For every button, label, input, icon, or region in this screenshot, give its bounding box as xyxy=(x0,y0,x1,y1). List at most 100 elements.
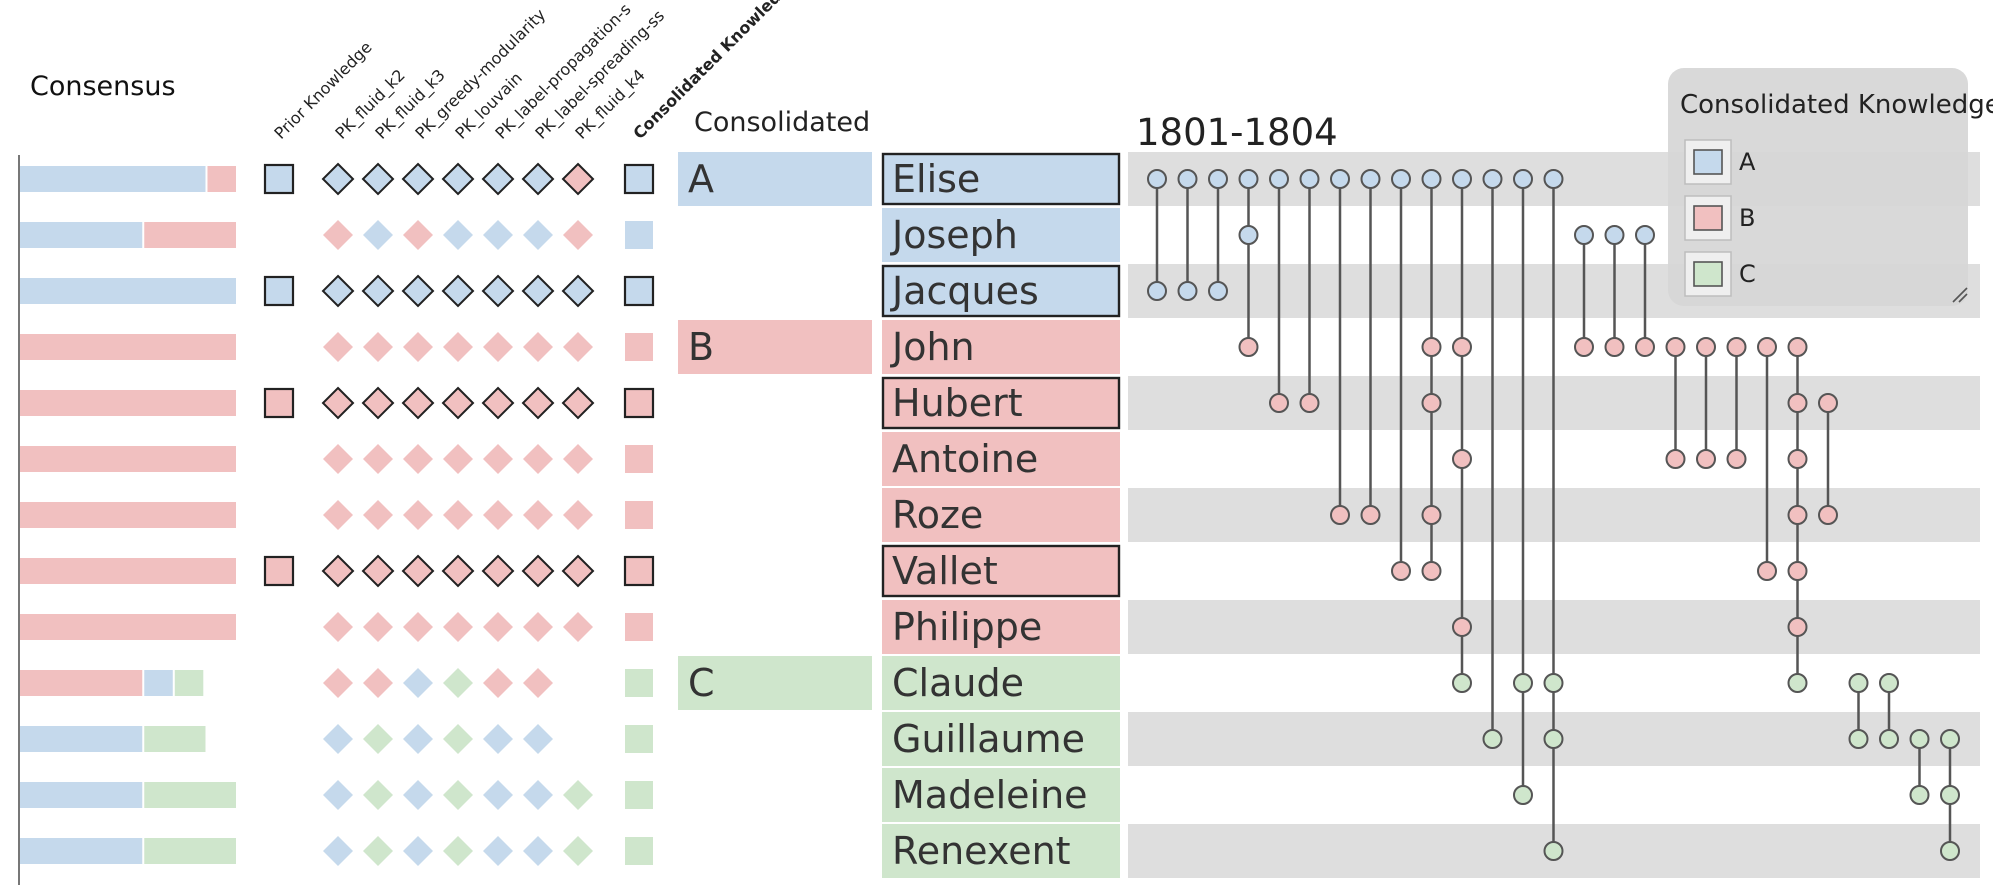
legend-label: B xyxy=(1739,204,1755,232)
resize-handle-icon[interactable] xyxy=(1952,287,1968,303)
pk-diamond xyxy=(363,724,393,754)
pk-diamond xyxy=(403,220,433,250)
consolidated-mark xyxy=(625,501,653,529)
event-node xyxy=(1879,673,1899,693)
pk-diamond xyxy=(561,162,595,196)
event-node xyxy=(1665,337,1686,357)
event-node xyxy=(1604,225,1625,245)
event-node xyxy=(1940,841,1960,861)
pk-diamond xyxy=(363,780,393,810)
event-node xyxy=(1787,505,1808,525)
pk-diamond xyxy=(443,724,473,754)
pk-diamond xyxy=(563,332,593,362)
pk-diamond xyxy=(323,444,353,474)
pk-diamond xyxy=(363,332,393,362)
legend-title: Consolidated Knowledge: xyxy=(1680,90,1993,120)
name-cell xyxy=(882,824,1120,878)
legend-items: ABC xyxy=(1684,139,1756,297)
group-block xyxy=(678,656,872,710)
person-name: Joseph xyxy=(890,213,1018,257)
pk-diamond xyxy=(441,162,475,196)
group-label: B xyxy=(688,325,714,369)
event-node xyxy=(1299,169,1320,189)
event-node xyxy=(1360,505,1381,525)
event-node xyxy=(1940,785,1960,805)
pk-diamond xyxy=(521,554,555,588)
legend-swatch xyxy=(1693,205,1723,231)
event-node xyxy=(1513,169,1533,189)
prior-knowledge-column xyxy=(263,163,295,587)
pk-diamond xyxy=(483,220,513,250)
pk-diamond xyxy=(523,612,553,642)
event-node xyxy=(1238,169,1259,189)
pk-diamond xyxy=(361,386,395,420)
pk-diamond xyxy=(363,668,393,698)
pk-diamond xyxy=(323,220,353,250)
event-node xyxy=(1421,561,1442,581)
pk-diamond xyxy=(523,332,553,362)
event-node xyxy=(1879,729,1899,749)
pk-diamond xyxy=(521,162,555,196)
pk-diamond xyxy=(361,274,395,308)
event-node xyxy=(1543,841,1564,861)
person-name: Jacques xyxy=(890,269,1039,313)
pk-diamond xyxy=(563,500,593,530)
pk-diamond xyxy=(323,668,353,698)
pk-diamond xyxy=(443,836,473,866)
pk-diamond xyxy=(561,274,595,308)
person-name: Philippe xyxy=(892,605,1042,649)
legend-panel[interactable]: Consolidated Knowledge: ABC xyxy=(1668,68,1993,306)
event-node xyxy=(1787,673,1808,693)
event-node xyxy=(1177,281,1198,301)
event-node xyxy=(1238,225,1259,245)
pk-diamond xyxy=(363,836,393,866)
event-node xyxy=(1757,561,1777,581)
consensus-segment xyxy=(20,670,143,696)
interaction-events xyxy=(1147,169,1960,861)
event-node xyxy=(1391,561,1411,581)
consolidated-mark xyxy=(623,163,655,195)
legend-label: C xyxy=(1739,260,1756,288)
consensus-segment xyxy=(20,726,143,752)
event-node xyxy=(1147,169,1167,189)
name-cell xyxy=(881,376,1121,430)
pk-diamond xyxy=(561,386,595,420)
person-name: Claude xyxy=(892,661,1024,705)
person-name: Antoine xyxy=(892,437,1038,481)
name-cell xyxy=(881,152,1121,206)
pk-diamond xyxy=(481,162,515,196)
pk-diamond xyxy=(443,444,473,474)
consensus-segment xyxy=(20,446,236,472)
legend-label: A xyxy=(1739,148,1756,176)
pk-diamond xyxy=(401,554,435,588)
legend-swatch xyxy=(1693,149,1723,175)
pk-diamond xyxy=(403,444,433,474)
name-cell xyxy=(882,600,1120,654)
pk-diamond xyxy=(523,220,553,250)
group-label: A xyxy=(688,157,714,201)
pk-diamond xyxy=(481,274,515,308)
pk-diamond xyxy=(483,836,513,866)
pk-diamond xyxy=(321,554,355,588)
event-node xyxy=(1513,673,1533,693)
consensus-segment xyxy=(144,670,173,696)
event-node xyxy=(1787,561,1808,581)
pk-diamond xyxy=(443,668,473,698)
pk-diamond xyxy=(483,780,513,810)
pk-diamond xyxy=(521,274,555,308)
event-node xyxy=(1818,393,1838,413)
event-node xyxy=(1543,673,1564,693)
event-node xyxy=(1940,729,1960,749)
consensus-segment xyxy=(20,278,236,304)
pk-diamond xyxy=(321,274,355,308)
pk-diamond xyxy=(401,162,435,196)
event-node xyxy=(1360,169,1381,189)
pk-diamond xyxy=(563,836,593,866)
pk-diamond xyxy=(443,332,473,362)
name-cell xyxy=(882,712,1120,766)
consensus-title: Consensus xyxy=(30,71,176,102)
pk-diamond xyxy=(403,724,433,754)
pk-diamond xyxy=(481,554,515,588)
pk-diamond xyxy=(363,500,393,530)
legend-background xyxy=(1668,68,1968,306)
